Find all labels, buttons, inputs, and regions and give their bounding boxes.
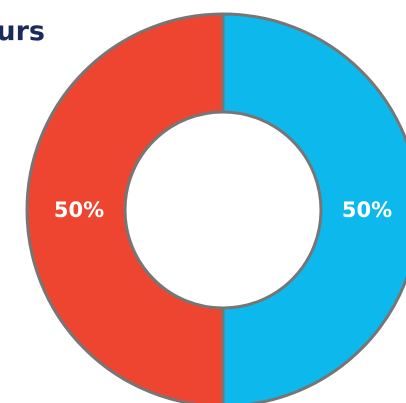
- donut-slice-2: [25, 12, 225, 403]
- chart-title: Ours: [0, 16, 45, 47]
- slice-label-1: 50%: [342, 198, 392, 222]
- donut-slice-1: [221, 12, 406, 403]
- slice-label-2: 50%: [54, 198, 104, 222]
